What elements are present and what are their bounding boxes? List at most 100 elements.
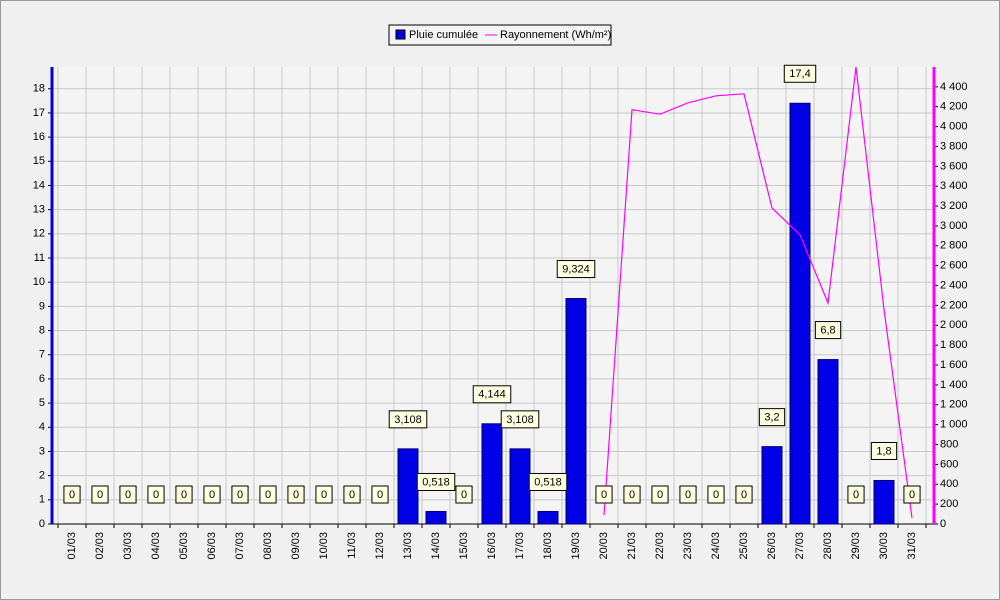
y-tick-label: 8	[39, 324, 45, 336]
data-label: 0	[847, 485, 865, 504]
bar	[397, 448, 419, 525]
x-tick-label: 15/03	[458, 532, 470, 560]
y2-tick-label: 3 000	[940, 220, 968, 232]
x-tick-label: 01/03	[66, 532, 78, 560]
y-tick-label: 2	[39, 470, 45, 482]
data-label-text: 0	[629, 489, 635, 501]
data-label-box	[847, 485, 865, 504]
y2-tick-label: 4 200	[940, 101, 968, 113]
data-label-text: 0,518	[534, 476, 562, 488]
y2-tick-label: 3 800	[940, 140, 968, 152]
x-tick-label: 19/03	[570, 532, 582, 560]
y-tick-label: 10	[33, 276, 45, 288]
data-label: 0	[231, 485, 249, 504]
data-label-text: 17,4	[789, 68, 810, 80]
x-tick-label: 07/03	[234, 532, 246, 560]
data-label: 0	[679, 485, 697, 504]
y2-tick-label: 4 000	[940, 121, 968, 133]
data-label: 0	[651, 485, 669, 504]
data-label: 0	[595, 485, 613, 504]
legend	[388, 24, 612, 46]
data-label-box	[455, 485, 473, 504]
x-tick-label: 06/03	[206, 532, 218, 560]
data-label-text: 0	[349, 489, 355, 501]
data-label: 0	[903, 485, 921, 504]
data-label-text: 0	[461, 489, 467, 501]
data-label: 0	[735, 485, 753, 504]
data-label: 9,324	[556, 260, 596, 279]
x-tick-label: 04/03	[150, 532, 162, 560]
data-label: 0	[455, 485, 473, 504]
y-tick-label: 1	[39, 494, 45, 506]
data-label-text: 0	[909, 489, 915, 501]
y2-tick-label: 0	[940, 518, 946, 530]
data-label: 0	[147, 485, 165, 504]
bar	[509, 448, 531, 525]
data-label-box	[735, 485, 753, 504]
data-label-box	[119, 485, 137, 504]
y-tick-label: 3	[39, 445, 45, 457]
y2-tick-label: 800	[940, 438, 958, 450]
y-tick-label: 5	[39, 397, 45, 409]
x-tick-label: 24/03	[710, 532, 722, 560]
x-tick-label: 12/03	[374, 532, 386, 560]
y2-tick-label: 600	[940, 458, 958, 470]
data-label-text: 0	[181, 489, 187, 501]
data-label-box	[528, 472, 568, 491]
data-label: 3,108	[500, 410, 540, 429]
y2-tick-label: 3 400	[940, 180, 968, 192]
x-tick-label: 14/03	[430, 532, 442, 560]
data-label-text: 0	[209, 489, 215, 501]
data-label-text: 0	[853, 489, 859, 501]
data-label-box	[679, 485, 697, 504]
data-label-box	[175, 485, 193, 504]
y2-tick-label: 2 400	[940, 279, 968, 291]
data-label: 0	[203, 485, 221, 504]
data-label: 17,4	[783, 64, 817, 83]
data-label: 0	[119, 485, 137, 504]
x-tick-label: 13/03	[402, 532, 414, 560]
y2-tick-label: 3 600	[940, 160, 968, 172]
data-label-box	[147, 485, 165, 504]
data-label-box	[870, 441, 898, 460]
y-tick-label: 14	[33, 179, 45, 191]
bar	[817, 359, 839, 525]
y-tick-label: 6	[39, 373, 45, 385]
data-label-box	[203, 485, 221, 504]
data-label-text: 3,108	[394, 414, 422, 426]
y-tick-label: 7	[39, 349, 45, 361]
x-tick-label: 10/03	[318, 532, 330, 560]
data-label: 0	[623, 485, 641, 504]
x-tick-label: 05/03	[178, 532, 190, 560]
x-tick-label: 02/03	[94, 532, 106, 560]
data-label-box	[91, 485, 109, 504]
data-label-box	[343, 485, 361, 504]
data-label-text: 0	[125, 489, 131, 501]
x-tick-label: 23/03	[682, 532, 694, 560]
data-label: 4,144	[472, 385, 512, 404]
data-label-text: 0	[321, 489, 327, 501]
data-label: 0	[315, 485, 333, 504]
y2-tick-label: 2 000	[940, 319, 968, 331]
data-label: 6,8	[814, 321, 842, 340]
x-tick-label: 16/03	[486, 532, 498, 560]
y-tick-label: 9	[39, 300, 45, 312]
data-label: 0	[343, 485, 361, 504]
bar	[789, 102, 811, 525]
legend-label: Rayonnement (Wh/m²)	[500, 29, 611, 41]
y-tick-label: 17	[33, 107, 45, 119]
data-label-box	[623, 485, 641, 504]
data-label-text: 0	[97, 489, 103, 501]
x-tick-label: 26/03	[766, 532, 778, 560]
data-label-box	[758, 408, 786, 427]
data-label: 0	[91, 485, 109, 504]
x-tick-label: 30/03	[878, 532, 890, 560]
x-tick-label: 11/03	[346, 532, 358, 559]
x-tick-label: 08/03	[262, 532, 274, 560]
x-tick-label: 18/03	[542, 532, 554, 560]
x-tick-label: 29/03	[850, 532, 862, 560]
y2-tick-label: 4 400	[940, 81, 968, 93]
y2-tick-label: 2 200	[940, 299, 968, 311]
data-label-box	[903, 485, 921, 504]
